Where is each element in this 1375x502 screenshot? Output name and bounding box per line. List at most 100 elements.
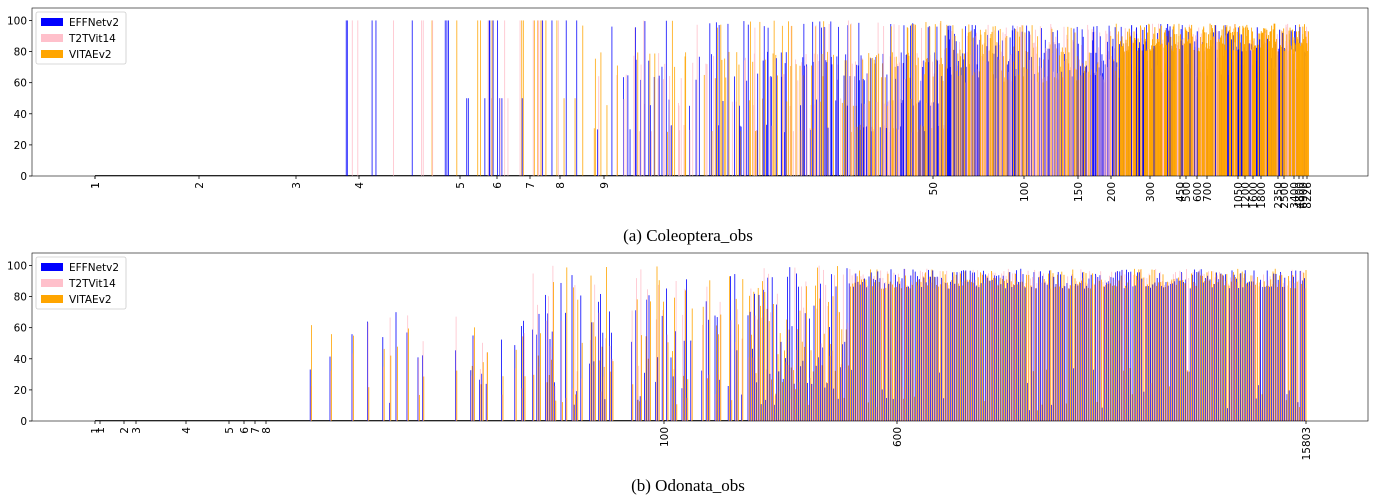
bar xyxy=(1178,277,1179,421)
bar xyxy=(963,59,965,176)
bar xyxy=(657,78,659,176)
bar xyxy=(925,272,926,421)
bar xyxy=(1144,277,1146,421)
bar xyxy=(1280,271,1281,421)
bar xyxy=(1230,281,1232,421)
bar xyxy=(598,312,600,421)
bar xyxy=(731,400,733,421)
bar xyxy=(1087,29,1089,176)
bar xyxy=(875,406,877,421)
bar xyxy=(949,39,951,176)
bar xyxy=(603,366,605,421)
bar xyxy=(904,268,906,421)
bar xyxy=(1212,36,1214,177)
bar xyxy=(1240,273,1242,421)
bar xyxy=(910,275,912,421)
bar xyxy=(1169,26,1171,177)
bar xyxy=(782,378,784,421)
bar xyxy=(799,65,801,176)
bar xyxy=(906,286,907,421)
bar xyxy=(719,379,720,421)
bar xyxy=(1164,284,1165,421)
bar xyxy=(1238,288,1239,421)
bar xyxy=(1022,274,1024,421)
bar xyxy=(1067,63,1069,176)
bar xyxy=(1016,26,1018,176)
bar xyxy=(537,20,539,176)
bar xyxy=(813,128,815,176)
bar xyxy=(882,53,884,176)
bar xyxy=(1100,75,1102,176)
bar xyxy=(862,274,864,421)
bar xyxy=(992,26,994,176)
bar xyxy=(678,102,679,176)
bar xyxy=(766,124,767,176)
bar xyxy=(1056,48,1058,176)
bar xyxy=(855,105,857,176)
bar xyxy=(499,98,501,176)
bar xyxy=(599,360,601,421)
bar xyxy=(1270,279,1272,421)
bar xyxy=(984,401,986,421)
bar xyxy=(1165,45,1167,176)
bar xyxy=(785,358,786,421)
bar xyxy=(1068,52,1070,177)
bar xyxy=(1286,34,1288,176)
bar xyxy=(1143,44,1145,177)
bar xyxy=(1108,25,1110,177)
bar xyxy=(352,353,354,421)
bar xyxy=(994,272,996,421)
bar xyxy=(898,25,900,177)
bar xyxy=(1099,32,1101,176)
bar xyxy=(929,54,931,176)
bar xyxy=(904,79,905,176)
bar xyxy=(523,320,524,421)
bar xyxy=(1300,46,1301,176)
bar xyxy=(1281,275,1283,421)
bar xyxy=(797,329,799,421)
bar xyxy=(674,66,676,176)
bar xyxy=(540,20,542,176)
bar xyxy=(605,338,607,421)
bar xyxy=(1003,271,1005,421)
bar xyxy=(1288,50,1290,176)
bar xyxy=(1085,273,1087,421)
bar xyxy=(1297,402,1299,421)
bar xyxy=(972,272,973,421)
bar xyxy=(863,127,865,176)
bar xyxy=(1245,285,1247,421)
bar xyxy=(345,20,347,176)
bar xyxy=(770,76,772,176)
bar xyxy=(814,26,816,176)
bar xyxy=(689,105,690,176)
bar xyxy=(870,269,871,421)
bar xyxy=(806,286,807,421)
bar xyxy=(1058,79,1059,176)
bar xyxy=(720,314,722,421)
bar xyxy=(947,288,949,421)
bar xyxy=(999,44,1001,176)
bar xyxy=(1267,280,1269,421)
bar xyxy=(826,62,828,177)
bar xyxy=(1069,70,1071,176)
bar xyxy=(884,283,885,421)
bar xyxy=(806,64,808,176)
bar xyxy=(1207,275,1209,421)
bar xyxy=(1142,281,1143,421)
bar xyxy=(1130,35,1132,176)
bar xyxy=(968,64,970,176)
bar xyxy=(1062,285,1064,421)
bar xyxy=(635,310,637,421)
bar xyxy=(1029,410,1030,421)
bar xyxy=(783,402,785,421)
bar xyxy=(1047,283,1049,421)
bar xyxy=(756,382,758,421)
bar xyxy=(711,131,713,176)
bar xyxy=(638,131,640,176)
bar xyxy=(975,36,977,177)
bar xyxy=(1232,274,1234,421)
bar xyxy=(1196,39,1197,177)
bar xyxy=(637,399,639,421)
bar xyxy=(1247,286,1249,421)
bar xyxy=(1183,42,1185,177)
